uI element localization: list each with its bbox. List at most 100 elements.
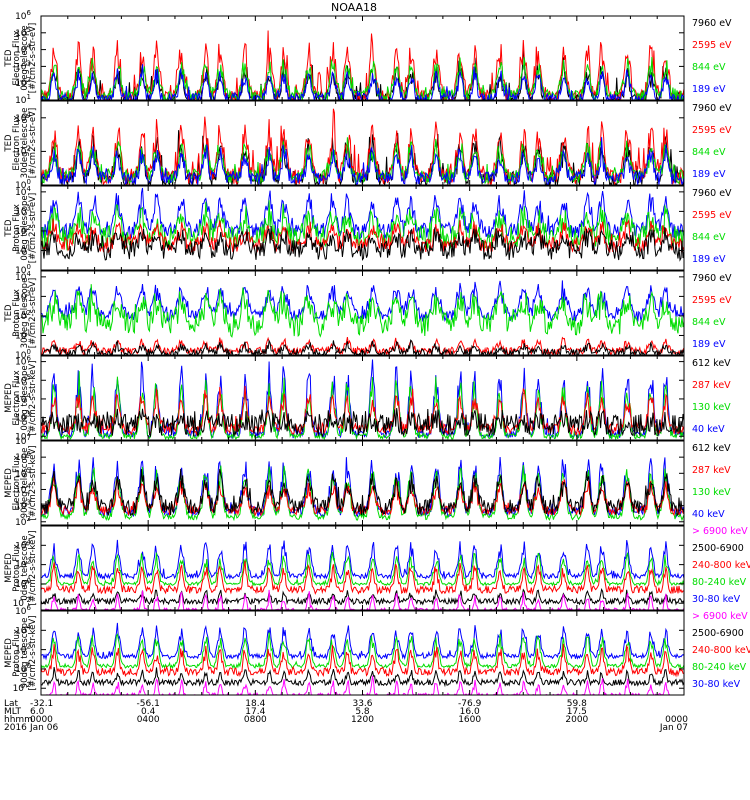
y-tick-label: 106 <box>15 9 31 22</box>
legend-entry: > 6900 keV <box>692 611 748 622</box>
time-axis-value: 17.5 <box>567 707 587 717</box>
panel-traces <box>41 108 684 185</box>
legend-entry: 612 keV <box>692 443 731 454</box>
y-axis-label: [#/cm2-s-str-keV] <box>28 361 38 436</box>
legend-entry: 2595 eV <box>692 125 732 136</box>
time-axis-value: -76.9 <box>458 699 482 709</box>
time-axis-value: -56.1 <box>137 699 160 709</box>
legend-entry: 189 eV <box>692 84 726 95</box>
y-axis-label: [#/cm2-s-str-keV] <box>28 616 38 691</box>
y-tick-label: 101 <box>15 243 31 256</box>
y-axis-label: [#/cm2-s-str-eV] <box>28 193 38 263</box>
time-axis-value: 6.0 <box>30 707 45 717</box>
time-axis-value: 0000 <box>665 715 688 725</box>
legend-entry: 30-80 keV <box>692 679 741 690</box>
y-tick-label: 103 <box>15 204 31 217</box>
series-30-80-kev <box>41 622 684 661</box>
y-tick-label: 105 <box>15 373 31 386</box>
y-tick-label: 100 <box>15 577 31 590</box>
y-axis-label: [#/cm2-s-str-keV] <box>28 531 38 606</box>
legend-entry: 844 eV <box>692 232 726 243</box>
legend-entry: 2595 eV <box>692 210 732 221</box>
y-tick-label: 100 <box>15 662 31 675</box>
legend-entry: 30-80 keV <box>692 594 741 605</box>
y-axis-label: TED <box>4 219 14 238</box>
panel-traces <box>41 539 684 610</box>
legend-entry: 2500-6900 <box>692 628 744 639</box>
series-30-80-kev <box>41 539 684 581</box>
y-tick-label: 10-2 <box>13 596 31 609</box>
time-axis-value: 59.8 <box>567 699 587 709</box>
y-tick-label: 104 <box>15 623 31 636</box>
series-287-kev <box>41 385 684 437</box>
y-axis-label: 0deg telescope <box>20 535 30 600</box>
legend-entry: 130 keV <box>692 487 731 498</box>
legend-entry: 7960 eV <box>692 18 732 29</box>
legend-entry: 2595 eV <box>692 295 732 306</box>
time-axis-value: -32.1 <box>30 699 53 709</box>
y-axis-label: [#/cm2-s-str-eV] <box>28 108 38 178</box>
y-axis-label: Proton Flux <box>12 289 22 337</box>
time-axis-value: 1200 <box>351 715 374 725</box>
y-axis-label: MEPED <box>4 383 14 413</box>
legend-entry: 40 keV <box>692 509 725 520</box>
y-axis-label: MEPED <box>4 468 14 498</box>
y-tick-label: 101 <box>15 93 31 106</box>
time-axis-value: Jan 07 <box>659 723 688 733</box>
y-tick-label: 103 <box>15 411 31 424</box>
panel-traces <box>41 359 684 440</box>
legend-entry: 189 eV <box>692 254 726 265</box>
y-tick-label: 100 <box>15 348 31 361</box>
time-axis-value: Jan 06 <box>29 723 58 733</box>
y-tick-label: 106 <box>15 450 31 463</box>
time-axis-value: 33.6 <box>352 699 372 709</box>
y-axis-label: Electron Flux <box>12 455 22 510</box>
time-axis-value: 18.4 <box>245 699 265 709</box>
time-axis-row-label: Lat <box>4 699 19 709</box>
legend-entry: 240-800 keV <box>692 645 750 656</box>
y-axis-label: TED <box>4 49 14 68</box>
y-tick-label: 100 <box>15 263 31 276</box>
time-axis-value: 0000 <box>30 715 53 725</box>
y-tick-label: 103 <box>15 289 31 302</box>
panel-traces <box>41 187 684 262</box>
series-612-kev <box>41 407 684 438</box>
y-axis-label: MEPED <box>4 638 14 668</box>
panel-traces <box>41 456 684 522</box>
y-tick-label: 103 <box>15 499 31 512</box>
time-axis-value: 0400 <box>137 715 160 725</box>
time-axis-value: 2000 <box>565 715 588 725</box>
legend-entry: 287 keV <box>692 380 731 391</box>
legend-entry: > 6900 keV <box>692 526 748 537</box>
panel-traces <box>41 30 684 100</box>
y-axis-label: 0deg telescope <box>20 25 30 90</box>
y-tick-label: 101 <box>15 328 31 341</box>
series-130-kev <box>41 464 684 522</box>
series-240-800-kev <box>41 643 684 678</box>
series-844-ev <box>41 56 684 100</box>
series-287-kev <box>41 476 684 518</box>
series-189-ev <box>41 187 684 240</box>
legend-entry: 240-800 keV <box>692 560 750 571</box>
y-tick-label: 103 <box>15 59 31 72</box>
y-tick-label: 100 <box>15 178 31 191</box>
y-axis-label: TED <box>4 304 14 323</box>
legend-entry: 7960 eV <box>692 273 732 284</box>
legend-entry: 2595 eV <box>692 40 732 51</box>
y-tick-label: 102 <box>15 309 31 322</box>
series-2595-ev <box>41 218 684 255</box>
y-tick-label: 106 <box>15 604 31 617</box>
legend-entry: 7960 eV <box>692 103 732 114</box>
y-tick-label: 105 <box>15 466 31 479</box>
y-tick-label: 105 <box>15 26 31 39</box>
panel-traces <box>41 280 684 355</box>
y-tick-label: 102 <box>15 224 31 237</box>
legend-entry: 80-240 keV <box>692 577 747 588</box>
y-axis-label: Proton Flux <box>12 204 22 252</box>
legend-entry: 2500-6900 <box>692 543 744 554</box>
y-tick-label: 102 <box>15 643 31 656</box>
